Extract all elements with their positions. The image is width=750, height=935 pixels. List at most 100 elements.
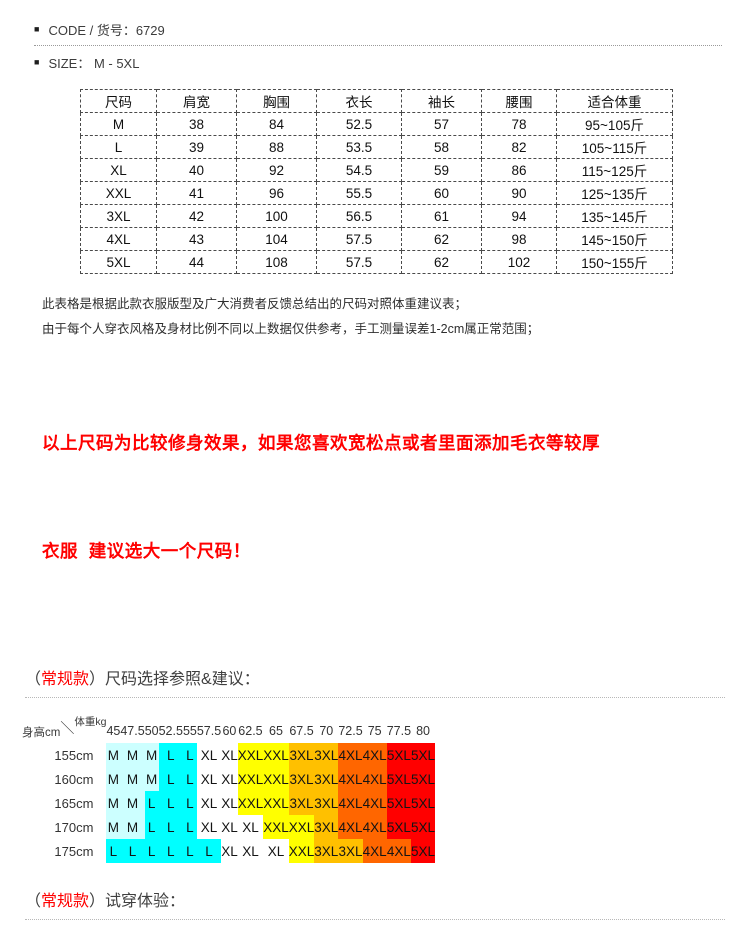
size-line: ■ SIZE： M - 5XL (34, 47, 722, 77)
size-table-cell: 55.5 (316, 181, 402, 205)
heatmap-size-cell: XXL (288, 839, 315, 863)
weight-tick-label: 72.5 (338, 711, 363, 743)
heatmap-size-cell: L (158, 767, 183, 791)
weight-tick-label: 77.5 (386, 711, 412, 743)
heatmap-size-cell: L (144, 815, 159, 839)
heatmap-size-cell: 3XL (314, 839, 339, 863)
heatmap-size-cell: XL (237, 815, 264, 839)
heatmap-size-cell: 5XL (386, 815, 412, 839)
heatmap-size-cell: 3XL (288, 767, 315, 791)
heatmap-size-cell: XXL (263, 743, 289, 767)
heatmap-size-cell: L (144, 791, 159, 815)
heatmap-size-cell: M (106, 815, 121, 839)
size-table-cell: 86 (481, 158, 557, 182)
heatmap-size-cell: XXL (237, 743, 264, 767)
size-table-cell: 62 (401, 250, 482, 274)
size-table-cell: 42 (156, 204, 237, 228)
size-table-cell: 58 (401, 135, 482, 159)
weight-tick-label: 70 (314, 711, 339, 743)
heatmap-row: 175cm L L L L L L XL XL XL XXL 3XL 3XL 4XL 4XL 5XL (22, 839, 436, 863)
paren-open: （ (25, 671, 42, 688)
size-range-label: SIZE： M - 5XL (48, 55, 140, 71)
heatmap-size-cell: XL (221, 743, 238, 767)
sizing-warning-text: 以上尺码为比较修身效果，如果您喜欢宽松点或者里面添加毛衣等较厚 衣服 建议选大一… (42, 353, 750, 641)
size-table-cell: 53.5 (316, 135, 402, 159)
notes-block: 此表格是根据此款衣服版型及广大消费者反馈总结出的尺码对照体重建议表； 由于每个人… (42, 292, 750, 342)
weight-tick-label: 45 (106, 711, 121, 743)
heatmap-size-cell: 4XL (338, 767, 363, 791)
weight-axis-label: 体重kg (74, 716, 107, 728)
heatmap-size-cell: 5XL (411, 767, 436, 791)
weight-tick-label: 80 (411, 711, 436, 743)
size-table-cell: 4XL (80, 227, 157, 251)
size-table-cell-header: 衣长 (316, 89, 402, 113)
heatmap-size-cell: L (182, 839, 197, 863)
code-line: ■ CODE / 货号：6729 (34, 14, 722, 44)
size-table-cell-header: 尺码 (80, 89, 157, 113)
size-table-cell-header: 腰围 (481, 89, 557, 113)
size-table-cell: 88 (236, 135, 317, 159)
size-table-cell-header: 袖长 (401, 89, 482, 113)
heatmap-size-cell: L (144, 839, 159, 863)
heatmap-size-cell: 5XL (411, 743, 436, 767)
section-title-size-guide: （常规款）尺码选择参照&建议： (25, 665, 725, 698)
size-table-cell: 135~145斤 (556, 204, 673, 228)
axis-divider: ＼ (60, 720, 75, 736)
heatmap-size-cell: 3XL (288, 791, 315, 815)
size-table-cell: 38 (156, 112, 237, 136)
heatmap-size-cell: XXL (288, 815, 315, 839)
heatmap-size-cell: XL (196, 743, 222, 767)
heatmap-size-cell: 5XL (386, 743, 412, 767)
heatmap-size-cell: 4XL (338, 815, 363, 839)
heatmap-size-cell: M (106, 767, 121, 791)
weight-tick-label: 65 (263, 711, 289, 743)
paren-open: （ (25, 893, 42, 910)
size-table-header-row: 尺码 肩宽 胸围 衣长 袖长 腰围 适合体重 (80, 89, 673, 113)
heatmap-size-cell: XL (237, 839, 264, 863)
heatmap-size-cell: L (106, 839, 121, 863)
heatmap-size-cell: XL (196, 767, 222, 791)
heatmap-size-cell: 3XL (314, 815, 339, 839)
heatmap-size-cell: XXL (263, 791, 289, 815)
weight-tick-label: 50 (144, 711, 159, 743)
heatmap-size-cell: L (182, 767, 197, 791)
warning-line: 衣服 建议选大一个尺码！ (42, 541, 251, 561)
heatmap-size-cell: 3XL (314, 743, 339, 767)
heatmap-size-cell: M (120, 815, 145, 839)
size-table-cell: 100 (236, 204, 317, 228)
paren-close: ） (89, 671, 106, 688)
size-selection-heatmap: 身高cm＼体重kg 45 47.5 50 52.5 55 57.5 60 62.5 65 67.5 7… (22, 711, 436, 863)
size-table-cell: 60 (401, 181, 482, 205)
size-table-cell: 104 (236, 227, 317, 251)
size-measurement-table: 尺码 肩宽 胸围 衣长 袖长 腰围 适合体重 M 38 84 52.5 57 78 95~105斤 L 39 8… (80, 89, 673, 274)
size-table-cell: 90 (481, 181, 557, 205)
heatmap-header-row: 身高cm＼体重kg 45 47.5 50 52.5 55 57.5 60 62.5 65 67.5 7… (22, 711, 436, 743)
heatmap-size-cell: L (182, 791, 197, 815)
size-table-cell: 105~115斤 (556, 135, 673, 159)
heatmap-row: 165cm M M L L L XL XL XXL XXL 3XL 3XL 4XL 4XL 5XL 5XL (22, 791, 436, 815)
size-table-row: 4XL 43 104 57.5 62 98 145~150斤 (80, 227, 673, 251)
heatmap-size-cell: 4XL (386, 839, 412, 863)
height-tick-label: 170cm (22, 815, 107, 839)
note-line: 此表格是根据此款衣服版型及广大消费者反馈总结出的尺码对照体重建议表； (42, 297, 468, 311)
height-tick-label: 160cm (22, 767, 107, 791)
heatmap-size-cell: L (158, 839, 183, 863)
section-title-fit-experience: （常规款）试穿体验： (25, 887, 725, 920)
weight-tick-label: 55 (182, 711, 197, 743)
heatmap-size-cell: 4XL (362, 743, 387, 767)
size-table-cell: L (80, 135, 157, 159)
note-line: 由于每个人穿衣风格及身材比例不同以上数据仅供参考，手工测量误差1-2cm属正常范… (42, 322, 540, 336)
square-bullet-icon: ■ (34, 56, 40, 67)
heatmap-size-cell: 5XL (386, 767, 412, 791)
heatmap-size-cell: XL (196, 815, 222, 839)
weight-tick-label: 62.5 (237, 711, 264, 743)
size-table-row: XL 40 92 54.5 59 86 115~125斤 (80, 158, 673, 182)
heatmap-size-cell: XL (221, 791, 238, 815)
code-label: CODE / 货号：6729 (48, 22, 165, 38)
size-table-cell: 96 (236, 181, 317, 205)
size-table-cell-header: 适合体重 (556, 89, 673, 113)
height-tick-label: 165cm (22, 791, 107, 815)
heatmap-size-cell: L (158, 743, 183, 767)
heatmap-size-cell: 4XL (362, 767, 387, 791)
